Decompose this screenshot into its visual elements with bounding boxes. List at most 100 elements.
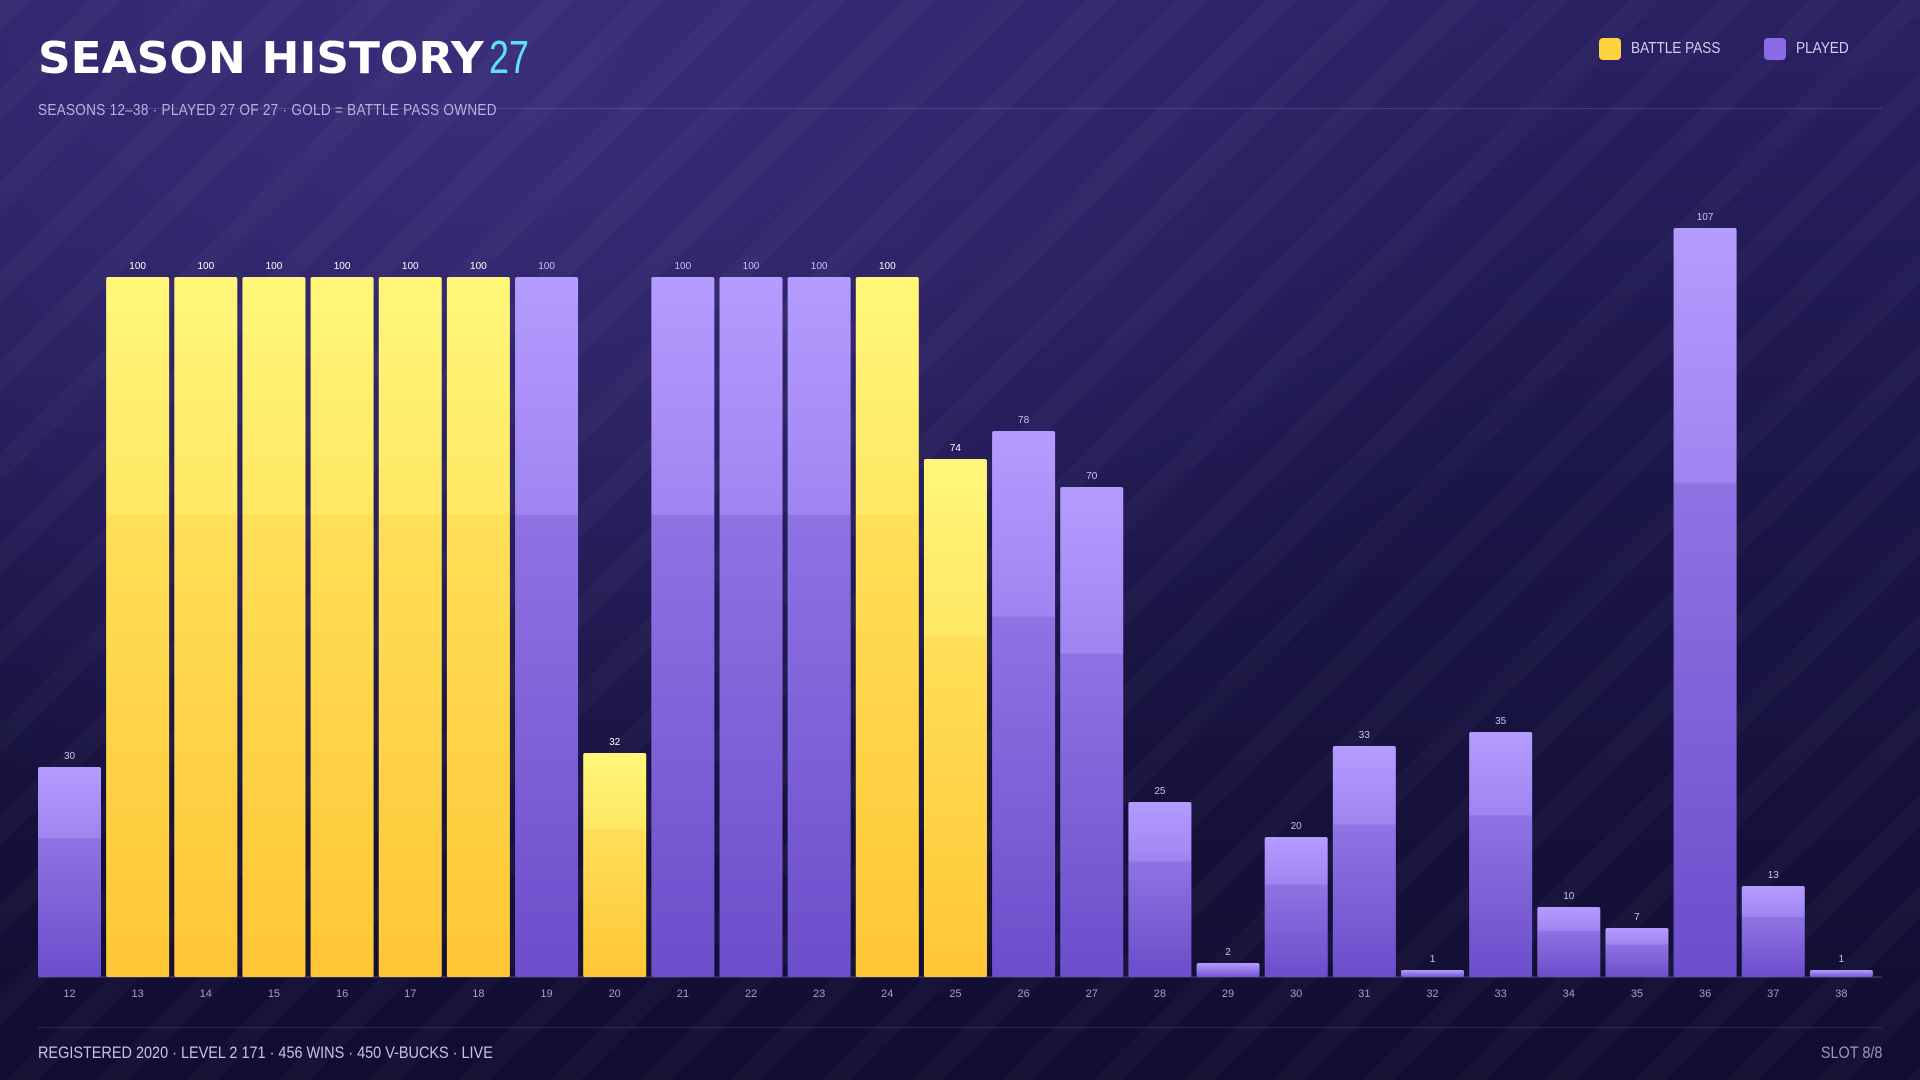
bar	[38, 767, 101, 977]
value-label: 78	[1018, 415, 1030, 426]
bar-season-38	[1809, 970, 1873, 977]
tick-label: 27	[1086, 988, 1098, 1000]
bar	[106, 277, 170, 977]
bar-shade	[1128, 861, 1192, 977]
bar	[923, 459, 987, 977]
bar-season-31	[1332, 746, 1396, 977]
value-label: 25	[1154, 786, 1166, 797]
bar	[583, 753, 647, 977]
value-label: 100	[675, 261, 692, 272]
bar-season-21	[651, 277, 715, 977]
bar-season-13	[106, 277, 170, 977]
tick-label: 33	[1495, 988, 1507, 1000]
bar-season-16	[310, 277, 374, 977]
legend-label-played: PLAYED	[1796, 40, 1849, 57]
title-row: SEASON HISTORY 27	[38, 30, 578, 84]
bar	[787, 277, 851, 977]
bar-season-28	[1128, 802, 1192, 977]
bar-shade	[446, 515, 510, 977]
bar-season-33	[1469, 732, 1533, 977]
value-label: 100	[811, 261, 828, 272]
bar-shade	[1537, 930, 1601, 977]
tick-label: 24	[881, 988, 893, 1000]
bar-season-12	[38, 767, 101, 977]
bar	[651, 277, 715, 977]
legend: BATTLE PASS PLAYED	[1598, 38, 1858, 60]
bar-shade	[719, 515, 783, 977]
tick-label: 16	[336, 988, 348, 1000]
tick-label: 34	[1563, 988, 1575, 1000]
bar	[378, 277, 442, 977]
tick-label: 29	[1222, 988, 1234, 1000]
chart-subtitle: SEASONS 12–38 · PLAYED 27 OF 27 · GOLD =…	[38, 102, 497, 119]
bar-season-23	[787, 277, 851, 977]
bar	[1605, 928, 1669, 977]
bar-shade	[787, 515, 851, 977]
legend-item-battle-pass: BATTLE PASS	[1598, 38, 1736, 60]
bar	[1332, 746, 1396, 977]
bar	[1196, 963, 1260, 977]
value-label: 74	[950, 443, 962, 454]
bar-shade	[106, 515, 170, 977]
tick-label: 30	[1290, 988, 1302, 1000]
value-label: 20	[1291, 821, 1303, 832]
bar	[992, 431, 1056, 977]
tick-label: 26	[1017, 988, 1029, 1000]
bar-season-19	[515, 277, 579, 977]
bar-shade	[378, 515, 442, 977]
tick-label: 35	[1631, 988, 1643, 1000]
tick-label: 32	[1426, 988, 1438, 1000]
bar-season-26	[992, 431, 1056, 977]
tick-label: 19	[540, 988, 552, 1000]
bar	[1060, 487, 1124, 977]
value-label: 1	[1839, 954, 1845, 965]
value-label: 30	[64, 751, 76, 762]
value-label: 100	[470, 261, 487, 272]
header-divider	[38, 108, 1882, 109]
bar-shade	[310, 515, 374, 977]
bar-season-20	[583, 753, 647, 977]
bar-season-32	[1401, 970, 1464, 977]
bar-shade	[38, 838, 101, 977]
bar	[1537, 907, 1601, 977]
legend-label-battle-pass: BATTLE PASS	[1630, 40, 1721, 57]
value-labels-group: 30 100 100 100 100 100 100 100 32 100 100 100 100 74 7…	[64, 212, 1845, 965]
bar-shade	[1605, 944, 1669, 977]
chart-header: SEASON HISTORY 27 SEASONS 12–38 · PLAYED…	[38, 30, 578, 120]
bar-shade	[1673, 482, 1737, 977]
bar-season-22	[719, 277, 783, 977]
footer-divider	[38, 1027, 1882, 1028]
bar-season-37	[1741, 886, 1805, 977]
bar-shade	[515, 515, 579, 977]
value-label: 70	[1086, 471, 1098, 482]
slot-indicator: SLOT 8/8	[1820, 1043, 1882, 1062]
bar-shade	[1060, 653, 1124, 977]
bar	[242, 277, 306, 977]
tick-label: 31	[1358, 988, 1370, 1000]
chart-title: SEASON HISTORY	[38, 33, 484, 84]
legend-swatch-battle-pass	[1598, 38, 1621, 60]
value-label: 100	[129, 261, 146, 272]
value-label: 13	[1768, 870, 1780, 881]
value-label: 10	[1563, 891, 1575, 902]
value-label: 1	[1430, 954, 1436, 965]
bar	[310, 277, 374, 977]
bar-season-30	[1264, 837, 1328, 977]
tick-label: 25	[949, 988, 961, 1000]
bar	[1128, 802, 1192, 977]
legend-item-played: PLAYED	[1764, 38, 1858, 60]
bar-shade	[1741, 916, 1805, 977]
bar	[515, 277, 579, 977]
bar-shade	[651, 515, 715, 977]
bar-season-34	[1537, 907, 1601, 977]
bar-season-18	[446, 277, 510, 977]
value-label: 32	[609, 737, 621, 748]
value-label: 100	[743, 261, 760, 272]
value-label: 35	[1495, 716, 1507, 727]
tick-label: 13	[132, 988, 144, 1000]
bar	[174, 277, 238, 977]
bar-shade	[583, 829, 647, 977]
tick-label: 23	[813, 988, 825, 1000]
tick-label: 21	[677, 988, 689, 1000]
